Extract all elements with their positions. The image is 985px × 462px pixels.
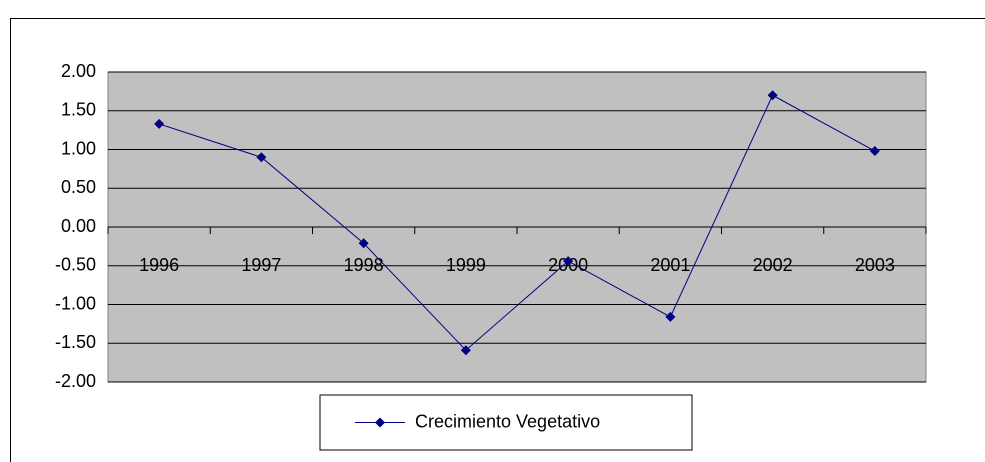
x-tick-label: 1996 [139, 255, 179, 275]
y-tick-label: 0.00 [61, 216, 96, 236]
point-marker [869, 146, 880, 157]
y-tick-label: 2.00 [61, 61, 96, 81]
point-marker [256, 152, 267, 163]
y-tick-label: -1.50 [55, 332, 96, 352]
y-tick-label: -0.50 [55, 255, 96, 275]
legend-marker [375, 417, 385, 428]
x-tick-label: 1999 [446, 255, 486, 275]
point-marker [665, 311, 676, 322]
point-marker [563, 256, 574, 267]
x-tick-label: 2003 [855, 255, 895, 275]
x-tick-label: 1998 [344, 255, 384, 275]
point-marker [767, 90, 778, 101]
x-tick-label: 1997 [241, 255, 281, 275]
y-tick-label: 1.50 [61, 100, 96, 120]
x-tick-label: 2002 [753, 255, 793, 275]
point-marker [154, 118, 165, 129]
x-tick-label: 2001 [650, 255, 690, 275]
legend-label: Crecimiento Vegetativo [415, 411, 600, 431]
y-tick-label: 0.50 [61, 177, 96, 197]
y-tick-label: 1.00 [61, 138, 96, 158]
point-marker [460, 345, 471, 356]
series-line [158, 94, 876, 351]
y-tick-label: -1.00 [55, 293, 96, 313]
point-marker [358, 238, 369, 249]
y-tick-label: -2.00 [55, 371, 96, 391]
